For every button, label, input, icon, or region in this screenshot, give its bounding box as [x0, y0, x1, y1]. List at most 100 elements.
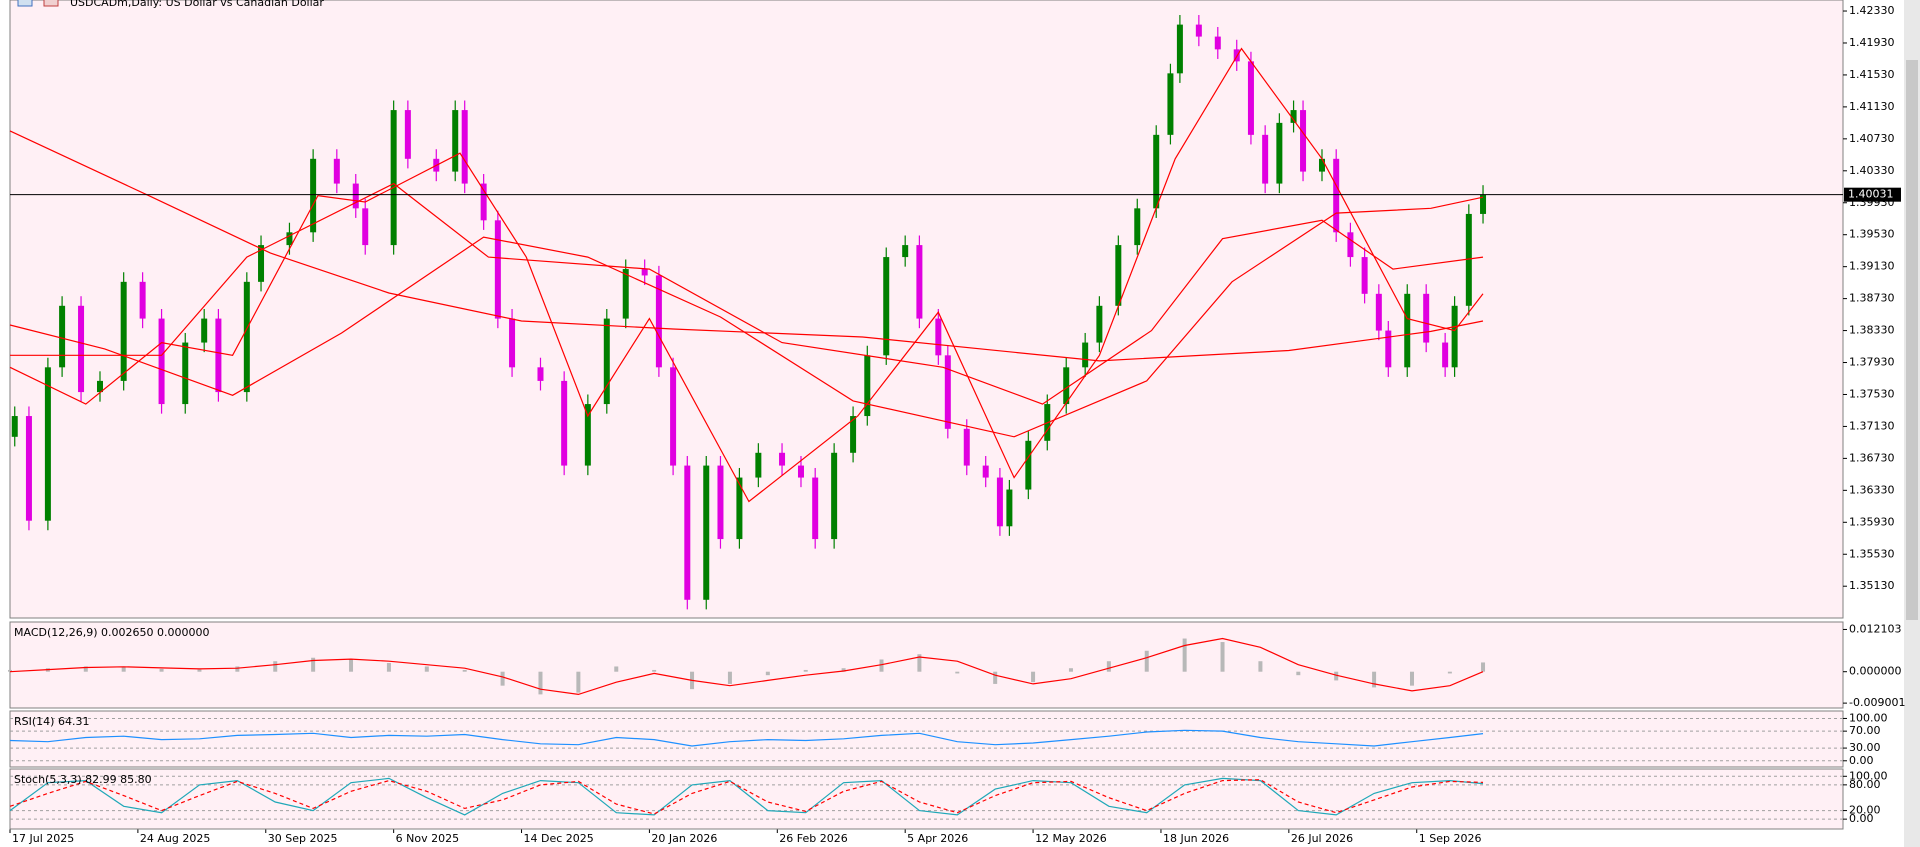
histogram-bar [1481, 662, 1486, 672]
candle-body [1096, 305, 1103, 343]
x-tick-label: 17 Jul 2025 [12, 832, 74, 845]
x-tick-label: 6 Nov 2025 [396, 832, 459, 845]
x-tick-label: 18 Jun 2026 [1163, 832, 1229, 845]
candle-body [603, 318, 610, 405]
histogram-bar [652, 669, 657, 672]
candle-body [537, 367, 544, 381]
candle-body [1290, 110, 1297, 123]
candle-body [717, 465, 724, 540]
pane-title: RSI(14) 64.31 [14, 715, 89, 728]
histogram-bar [727, 671, 732, 684]
candle-body [1214, 36, 1221, 50]
y-tick-label: 1.35130 [1849, 579, 1895, 592]
y-tick-label: 1.42330 [1849, 4, 1895, 17]
x-tick-label: 5 Apr 2026 [907, 832, 968, 845]
histogram-bar [955, 671, 960, 674]
histogram-bar [841, 668, 846, 672]
x-tick-label: 24 Aug 2025 [140, 832, 210, 845]
candle-body [864, 355, 871, 417]
candle-body [404, 110, 411, 159]
histogram-bar [235, 666, 240, 672]
y-tick-label: 0.000000 [1849, 665, 1902, 678]
candle-body [963, 428, 970, 466]
histogram-bar [1447, 671, 1452, 674]
window-icon [43, 0, 59, 7]
candle-body [201, 318, 208, 343]
histogram-bar [1182, 638, 1187, 672]
histogram-bar [83, 666, 88, 672]
candle-body [1361, 257, 1368, 294]
histogram-bar [576, 671, 581, 693]
candle-body [390, 110, 397, 246]
candle-body [11, 416, 18, 437]
y-tick-label: 0.00 [1849, 754, 1874, 767]
candle-body [622, 269, 629, 319]
candle-body [25, 416, 32, 521]
candle-body [1247, 61, 1254, 135]
histogram-bar [803, 669, 808, 672]
candle-body [1006, 489, 1013, 527]
candle-body [1063, 367, 1070, 405]
pane-title: Stoch(5,3,3) 82.99 85.80 [14, 773, 152, 786]
y-tick-label: 0.00 [1849, 812, 1874, 825]
candle-body [215, 318, 222, 393]
y-tick-label: 1.38330 [1849, 324, 1895, 337]
candle-body [1025, 440, 1032, 490]
candle-body [44, 367, 51, 521]
window-icon [17, 0, 33, 7]
y-tick-label: 1.35930 [1849, 515, 1895, 528]
y-tick-label: 1.35530 [1849, 547, 1895, 560]
histogram-bar [1334, 671, 1339, 681]
candle-body [78, 305, 85, 393]
histogram-bar [1106, 661, 1111, 672]
candle-body [655, 275, 662, 368]
candle-body [480, 183, 487, 221]
indicator-line [9, 729, 1484, 747]
candle-body [1347, 232, 1354, 258]
x-tick-label: 14 Dec 2025 [524, 832, 594, 845]
candle-body [1276, 122, 1283, 184]
candle-body [139, 281, 146, 319]
y-tick-label: 30.00 [1849, 741, 1881, 754]
candle-body [243, 281, 250, 393]
histogram-bar [1409, 671, 1414, 686]
x-tick-label: 26 Jul 2026 [1291, 832, 1353, 845]
candle-body [1176, 24, 1183, 74]
pane [9, 621, 1844, 709]
y-tick-label: 1.41530 [1849, 68, 1895, 81]
candle-body [1167, 73, 1174, 135]
candle-body [310, 158, 317, 233]
y-tick-label: 1.41930 [1849, 36, 1895, 49]
candle-body [831, 452, 838, 540]
x-tick-label: 30 Sep 2025 [268, 832, 338, 845]
histogram-bar [1296, 671, 1301, 676]
histogram-bar [1144, 650, 1149, 672]
scroll-thumb[interactable] [1906, 60, 1918, 620]
chart-title: USDCADm,Daily: US Dollar vs Canadian Dol… [70, 0, 324, 9]
last-price-label: 1.40031 [1848, 188, 1894, 201]
histogram-bar [1068, 668, 1073, 672]
candle-body [1480, 194, 1487, 214]
candle-body [935, 318, 942, 356]
candle-body [1404, 293, 1411, 368]
candle-body [1442, 342, 1449, 368]
candle-body [916, 245, 923, 319]
candle-body [797, 465, 804, 478]
histogram-bar [500, 671, 505, 686]
histogram-bar [1220, 642, 1225, 672]
y-tick-label: 1.41130 [1849, 100, 1895, 113]
indicator-line [9, 777, 1484, 816]
candle-body [1333, 158, 1340, 233]
histogram-bar [386, 662, 391, 672]
y-tick-label: 1.40330 [1849, 164, 1895, 177]
y-tick-label: 1.37930 [1849, 356, 1895, 369]
candle-body [944, 355, 951, 429]
histogram-bar [462, 669, 467, 672]
histogram-bar [311, 657, 316, 672]
candle-body [1262, 134, 1269, 184]
candle-body [494, 220, 501, 319]
candle-body [755, 452, 762, 478]
indicator-line [9, 779, 1484, 815]
y-tick-label: 1.36730 [1849, 451, 1895, 464]
